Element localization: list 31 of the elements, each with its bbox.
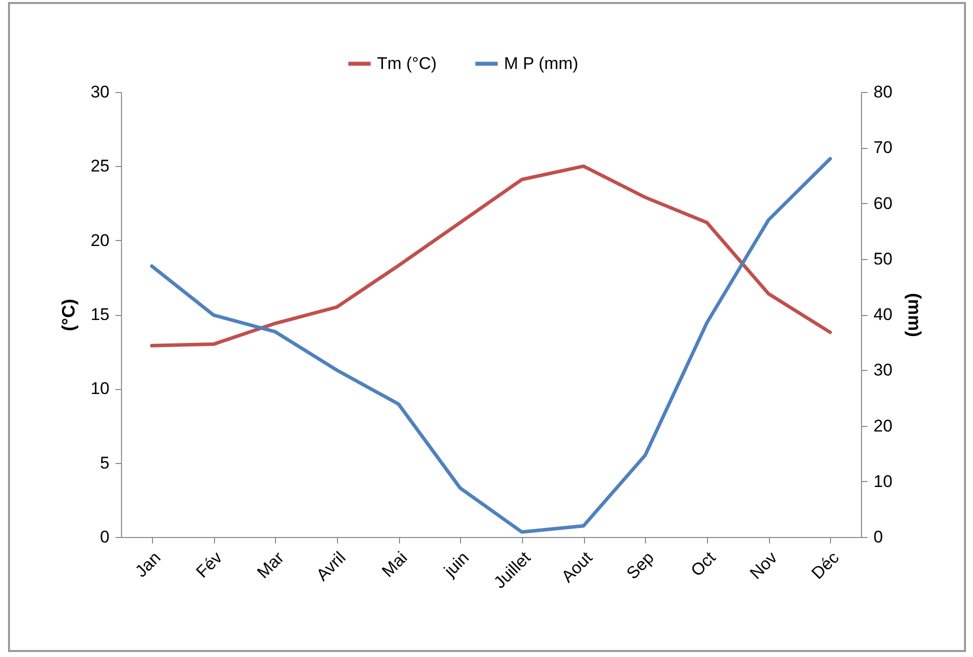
x-tick-label: Nov <box>746 548 782 583</box>
x-tick-label: Déc <box>808 548 844 583</box>
y-tick-label: 30 <box>90 82 110 102</box>
x-tick-label: Mar <box>254 548 288 582</box>
legend-label: M P (mm) <box>504 54 578 73</box>
y2-tick-label: 10 <box>874 472 892 491</box>
y-axis-title: (°C) <box>58 298 79 332</box>
y2-tick-label: 20 <box>874 416 892 436</box>
x-tick-label: juin <box>440 548 473 581</box>
y2-tick-label: 50 <box>874 249 892 268</box>
y-tick-label: 25 <box>90 156 110 176</box>
line-series <box>150 164 832 348</box>
y2-tick-label: 30 <box>874 360 892 380</box>
legend-label: Tm (°C) <box>377 54 437 73</box>
y-tick-label: 10 <box>90 379 110 398</box>
y2-axis-title: (mm) <box>904 293 924 338</box>
x-tick-label: Fév <box>192 548 226 582</box>
x-tick-label: Oct <box>687 548 720 580</box>
line-series <box>150 157 832 534</box>
x-tick-label: Sep <box>622 548 658 583</box>
y-tick-label: 5 <box>100 453 110 472</box>
x-tick-label: Jan <box>132 548 164 581</box>
x-tick-label: Mai <box>378 548 412 581</box>
y2-tick-label: 0 <box>874 528 883 546</box>
y-tick-label: 15 <box>90 305 110 324</box>
y-tick-label: 20 <box>90 230 110 250</box>
y2-tick-label: 80 <box>874 82 892 102</box>
y2-tick-label: 60 <box>874 194 892 213</box>
y2-tick-label: 70 <box>874 138 892 158</box>
y-tick-label: 0 <box>100 528 110 546</box>
y2-tick-label: 40 <box>874 305 892 324</box>
